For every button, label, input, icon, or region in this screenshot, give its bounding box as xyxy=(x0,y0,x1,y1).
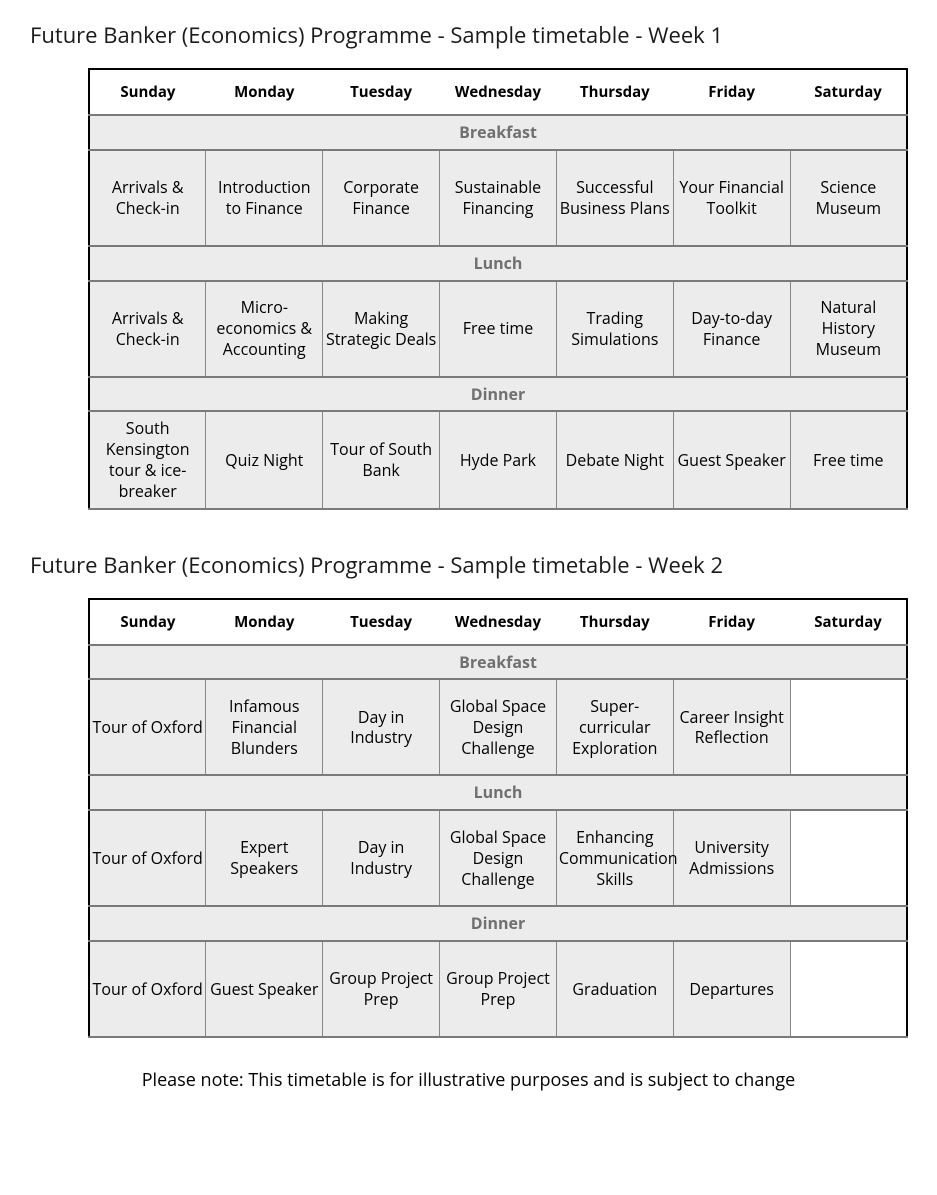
table-row: Tour of Oxford Infamous Financial Blunde… xyxy=(89,679,907,775)
timetable-cell: Guest Speaker xyxy=(673,411,790,508)
meal-dinner: Dinner xyxy=(89,377,907,412)
timetable-cell: Tour of Oxford xyxy=(89,941,206,1037)
timetable-cell: Expert Speakers xyxy=(206,810,323,906)
meal-row: Dinner xyxy=(89,906,907,941)
timetable-cell: Trading Simulations xyxy=(556,281,673,377)
week2-header-row: Sunday Monday Tuesday Wednesday Thursday… xyxy=(89,599,907,645)
timetable-cell: Natural History Museum xyxy=(790,281,907,377)
meal-row: Breakfast xyxy=(89,115,907,150)
day-header: Monday xyxy=(206,599,323,645)
meal-row: Lunch xyxy=(89,775,907,810)
timetable-cell-empty xyxy=(790,941,907,1037)
day-header: Sunday xyxy=(89,599,206,645)
day-header: Saturday xyxy=(790,69,907,115)
day-header: Friday xyxy=(673,599,790,645)
timetable-cell: Arrivals & Check-in xyxy=(89,281,206,377)
timetable-cell: Tour of Oxford xyxy=(89,810,206,906)
timetable-cell: Career Insight Reflection xyxy=(673,679,790,775)
table-row: South Kensington tour & ice-breaker Quiz… xyxy=(89,411,907,508)
timetable-cell: Hyde Park xyxy=(440,411,557,508)
timetable-cell: Free time xyxy=(790,411,907,508)
timetable-cell: Your Financial Toolkit xyxy=(673,150,790,246)
meal-lunch: Lunch xyxy=(89,775,907,810)
timetable-cell: Making Strategic Deals xyxy=(323,281,440,377)
table-row: Tour of Oxford Guest Speaker Group Proje… xyxy=(89,941,907,1037)
timetable-cell: Day in Industry xyxy=(323,679,440,775)
timetable-cell: Corporate Finance xyxy=(323,150,440,246)
timetable-cell: Infamous Financial Blunders xyxy=(206,679,323,775)
meal-breakfast: Breakfast xyxy=(89,115,907,150)
timetable-cell: South Kensington tour & ice-breaker xyxy=(89,411,206,508)
timetable-cell: Quiz Night xyxy=(206,411,323,508)
meal-dinner: Dinner xyxy=(89,906,907,941)
day-header: Saturday xyxy=(790,599,907,645)
day-header: Tuesday xyxy=(323,599,440,645)
week1-title: Future Banker (Economics) Programme - Sa… xyxy=(30,20,907,50)
meal-lunch: Lunch xyxy=(89,246,907,281)
day-header: Thursday xyxy=(556,69,673,115)
week2-title: Future Banker (Economics) Programme - Sa… xyxy=(30,550,907,580)
timetable-cell: Science Museum xyxy=(790,150,907,246)
timetable-cell: Super-curricular Exploration xyxy=(556,679,673,775)
meal-row: Lunch xyxy=(89,246,907,281)
day-header: Monday xyxy=(206,69,323,115)
table-row: Tour of Oxford Expert Speakers Day in In… xyxy=(89,810,907,906)
timetable-cell: University Admissions xyxy=(673,810,790,906)
day-header: Friday xyxy=(673,69,790,115)
week2-timetable: Sunday Monday Tuesday Wednesday Thursday… xyxy=(88,598,908,1038)
footnote: Please note: This timetable is for illus… xyxy=(30,1068,907,1092)
timetable-cell: Enhancing Communication Skills xyxy=(556,810,673,906)
timetable-cell: Group Project Prep xyxy=(323,941,440,1037)
timetable-cell: Introduction to Finance xyxy=(206,150,323,246)
day-header: Sunday xyxy=(89,69,206,115)
meal-breakfast: Breakfast xyxy=(89,645,907,680)
meal-row: Dinner xyxy=(89,377,907,412)
timetable-cell: Graduation xyxy=(556,941,673,1037)
week2-table-wrap: Sunday Monday Tuesday Wednesday Thursday… xyxy=(88,598,908,1038)
timetable-cell: Day-to-day Finance xyxy=(673,281,790,377)
table-row: Arrivals & Check-in Introduction to Fina… xyxy=(89,150,907,246)
timetable-cell: Group Project Prep xyxy=(440,941,557,1037)
timetable-cell: Free time xyxy=(440,281,557,377)
timetable-cell: Guest Speaker xyxy=(206,941,323,1037)
timetable-cell-empty xyxy=(790,679,907,775)
timetable-cell: Day in Industry xyxy=(323,810,440,906)
timetable-cell: Micro-economics & Accounting xyxy=(206,281,323,377)
week1-header-row: Sunday Monday Tuesday Wednesday Thursday… xyxy=(89,69,907,115)
week1-table-wrap: Sunday Monday Tuesday Wednesday Thursday… xyxy=(88,68,908,510)
timetable-cell: Global Space Design Challenge xyxy=(440,679,557,775)
timetable-cell: Tour of Oxford xyxy=(89,679,206,775)
day-header: Thursday xyxy=(556,599,673,645)
day-header: Wednesday xyxy=(440,599,557,645)
timetable-cell: Departures xyxy=(673,941,790,1037)
day-header: Wednesday xyxy=(440,69,557,115)
timetable-cell: Global Space Design Challenge xyxy=(440,810,557,906)
table-row: Arrivals & Check-in Micro-economics & Ac… xyxy=(89,281,907,377)
timetable-cell-empty xyxy=(790,810,907,906)
day-header: Tuesday xyxy=(323,69,440,115)
timetable-cell: Debate Night xyxy=(556,411,673,508)
timetable-cell: Sustainable Financing xyxy=(440,150,557,246)
page: Future Banker (Economics) Programme - Sa… xyxy=(0,0,937,1130)
timetable-cell: Arrivals & Check-in xyxy=(89,150,206,246)
timetable-cell: Tour of South Bank xyxy=(323,411,440,508)
week1-timetable: Sunday Monday Tuesday Wednesday Thursday… xyxy=(88,68,908,510)
meal-row: Breakfast xyxy=(89,645,907,680)
timetable-cell: Successful Business Plans xyxy=(556,150,673,246)
